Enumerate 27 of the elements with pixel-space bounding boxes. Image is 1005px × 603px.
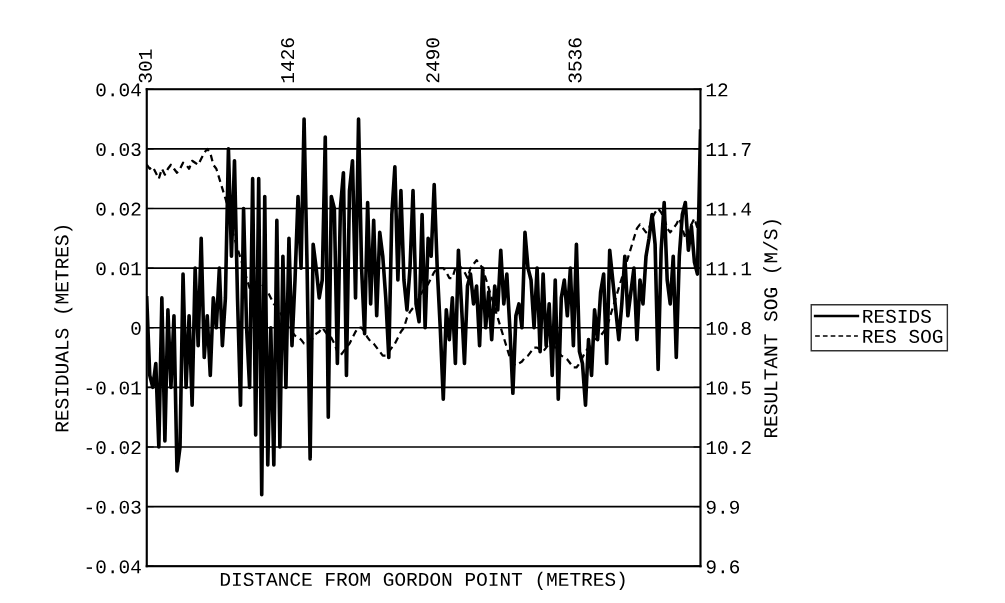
y-tick-label: 0.02	[96, 202, 141, 216]
y2-tick-label: 11.7	[706, 143, 751, 156]
y-tick-label: 0.03	[96, 142, 141, 157]
x-tick-label: 3536	[568, 38, 582, 83]
x-tick-label: 301	[138, 49, 152, 83]
y2-tick-label: 10.2	[706, 441, 751, 455]
y2-tick-label: 10.5	[706, 381, 751, 395]
x-tick-label: 1426	[280, 38, 295, 83]
x-tick-label: 2490	[426, 38, 440, 83]
y2-tick-label: 11.1	[706, 262, 752, 276]
y-tick-label: -0.04	[86, 560, 141, 574]
y-axis-title: RESIDUALS (METRES)	[54, 225, 73, 432]
y2-tick-label: 11.4	[706, 202, 752, 216]
y2-tick-label: 9.6	[706, 560, 740, 574]
legend-label: RES SOG	[863, 329, 943, 343]
y2-axis-title: RESULTANT SOG (M/S)	[763, 220, 782, 438]
y2-tick-label: 10.8	[706, 321, 751, 335]
legend-label: RESIDS	[863, 309, 931, 323]
y-tick-label: 0.04	[96, 83, 141, 97]
y-tick-label: -0.03	[86, 500, 141, 514]
x-axis-title: DISTANCE FROM GORDON POINT (METRES)	[220, 571, 625, 590]
y2-tick-label: 9.9	[706, 500, 739, 514]
y-tick-label: -0.02	[86, 441, 141, 455]
y-tick-label: 0	[131, 321, 141, 335]
y2-tick-label: 12	[706, 83, 728, 97]
y-tick-label: -0.01	[86, 381, 141, 395]
y-tick-label: 0.01	[96, 262, 141, 276]
